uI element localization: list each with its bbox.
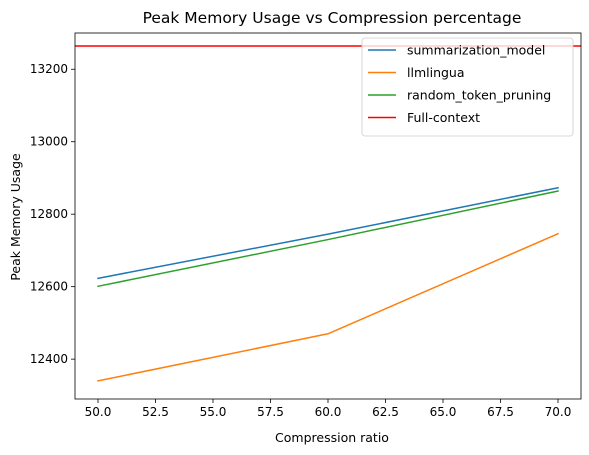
- y-axis-label: Peak Memory Usage: [8, 153, 23, 281]
- x-tick-label: 50.0: [85, 405, 112, 419]
- series-line-random-token-pruning: [97, 190, 559, 288]
- legend-label: summarization_model: [407, 43, 545, 58]
- plot-area: 50.0 52.5 55.0 57.5 60.0 62.5 65.0 67.5 70.0 1240…: [30, 32, 582, 419]
- x-tick-label: 62.5: [372, 405, 399, 419]
- legend-label: Full-context: [407, 110, 480, 125]
- x-tick-label: 60.0: [315, 405, 342, 419]
- legend: summarization_model llmlingua random_token…: [361, 37, 574, 137]
- legend-label: random_token_pruning: [407, 88, 551, 103]
- x-tick-label: 70.0: [545, 405, 572, 419]
- series-line-summarization-model: [97, 186, 559, 280]
- y-tick-label: 12800: [30, 207, 68, 221]
- y-tick-label: 12400: [30, 352, 68, 366]
- x-axis-label: Compression ratio: [275, 430, 389, 445]
- x-tick-label: 67.5: [487, 405, 514, 419]
- x-tick-label: 65.0: [430, 405, 457, 419]
- y-tick-label: 13200: [30, 62, 68, 76]
- y-tick-label: 13000: [30, 135, 68, 149]
- legend-box: [361, 37, 574, 137]
- x-tick-label: 57.5: [257, 405, 284, 419]
- x-tick-label: 55.0: [200, 405, 227, 419]
- x-tick-label: 52.5: [142, 405, 169, 419]
- legend-label: llmlingua: [407, 65, 465, 80]
- series-line-llmlingua: [97, 232, 559, 382]
- chart-title: Peak Memory Usage vs Compression percent…: [143, 9, 522, 27]
- y-tick-label: 12600: [30, 280, 68, 294]
